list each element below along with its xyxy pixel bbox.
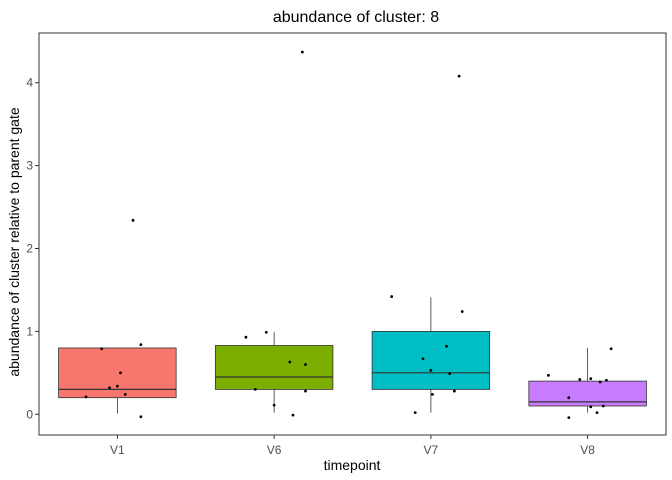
y-tick-label: 2 — [26, 242, 33, 256]
data-point — [445, 344, 448, 348]
chart-title: abundance of cluster: 8 — [273, 9, 439, 26]
x-axis-title: timepoint — [324, 457, 381, 473]
data-point — [131, 218, 135, 222]
data-point — [567, 416, 571, 419]
box-body — [58, 347, 177, 399]
data-point — [84, 395, 88, 399]
y-axis: 0 1 2 3 4 — [26, 76, 39, 421]
data-point — [139, 343, 143, 347]
data-point — [421, 357, 425, 361]
data-point — [431, 392, 434, 396]
y-tick-label: 1 — [26, 324, 33, 338]
data-point — [567, 396, 571, 400]
box-body — [371, 330, 491, 390]
box-body — [214, 345, 334, 390]
boxes-layer — [58, 297, 647, 414]
data-point — [460, 310, 464, 313]
data-point — [244, 335, 248, 339]
box-v8 — [528, 347, 647, 413]
data-point — [413, 411, 417, 415]
data-point — [253, 388, 257, 391]
data-point — [304, 389, 307, 393]
data-point — [457, 74, 461, 78]
y-tick-label: 4 — [26, 76, 33, 90]
x-axis: V1 V6 V7 V8 — [110, 435, 595, 457]
data-point — [589, 405, 593, 409]
data-point — [288, 360, 292, 364]
data-point — [108, 386, 111, 390]
box-v7 — [371, 297, 491, 413]
data-point — [578, 378, 582, 381]
data-point — [264, 330, 268, 334]
box-v6 — [214, 332, 334, 413]
data-point — [452, 389, 456, 393]
data-point — [589, 377, 593, 381]
data-point — [119, 371, 122, 375]
data-point — [123, 392, 127, 396]
data-point — [115, 384, 119, 388]
data-point — [598, 380, 602, 384]
data-point — [272, 403, 276, 407]
y-axis-title: abundance of cluster relative to parent … — [6, 107, 22, 377]
data-point — [100, 347, 104, 351]
y-tick-label: 0 — [26, 407, 33, 421]
x-tick-label: V7 — [424, 443, 439, 457]
data-point — [601, 404, 605, 408]
data-point — [291, 413, 295, 417]
y-tick-label: 3 — [26, 159, 33, 173]
x-tick-label: V8 — [580, 443, 595, 457]
data-point — [547, 373, 550, 377]
data-point — [595, 411, 599, 415]
box-v1 — [58, 347, 177, 414]
x-tick-label: V6 — [267, 443, 282, 457]
points-layer — [84, 50, 613, 419]
data-point — [609, 347, 613, 351]
data-point — [390, 295, 394, 298]
data-point — [304, 363, 307, 366]
data-point — [429, 368, 433, 372]
data-point — [605, 378, 608, 382]
data-point — [139, 415, 143, 419]
data-point — [300, 50, 304, 54]
data-point — [448, 372, 452, 376]
x-tick-label: V1 — [110, 443, 125, 457]
